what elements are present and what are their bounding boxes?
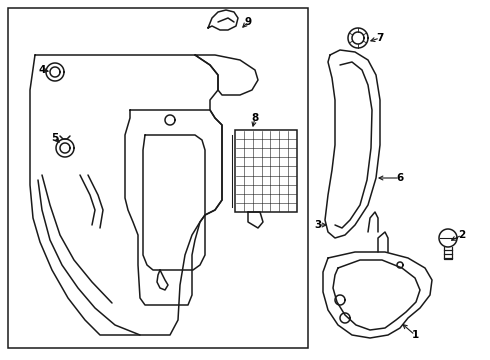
Text: 3: 3 bbox=[315, 220, 321, 230]
Text: 8: 8 bbox=[251, 113, 259, 123]
Bar bbox=[235, 130, 297, 212]
Text: 2: 2 bbox=[458, 230, 466, 240]
Text: 9: 9 bbox=[245, 17, 251, 27]
Text: 6: 6 bbox=[396, 173, 404, 183]
Bar bbox=[8, 8, 308, 348]
Text: 4: 4 bbox=[38, 65, 46, 75]
Text: 5: 5 bbox=[51, 133, 59, 143]
Text: 1: 1 bbox=[412, 330, 418, 340]
Text: 7: 7 bbox=[376, 33, 384, 43]
